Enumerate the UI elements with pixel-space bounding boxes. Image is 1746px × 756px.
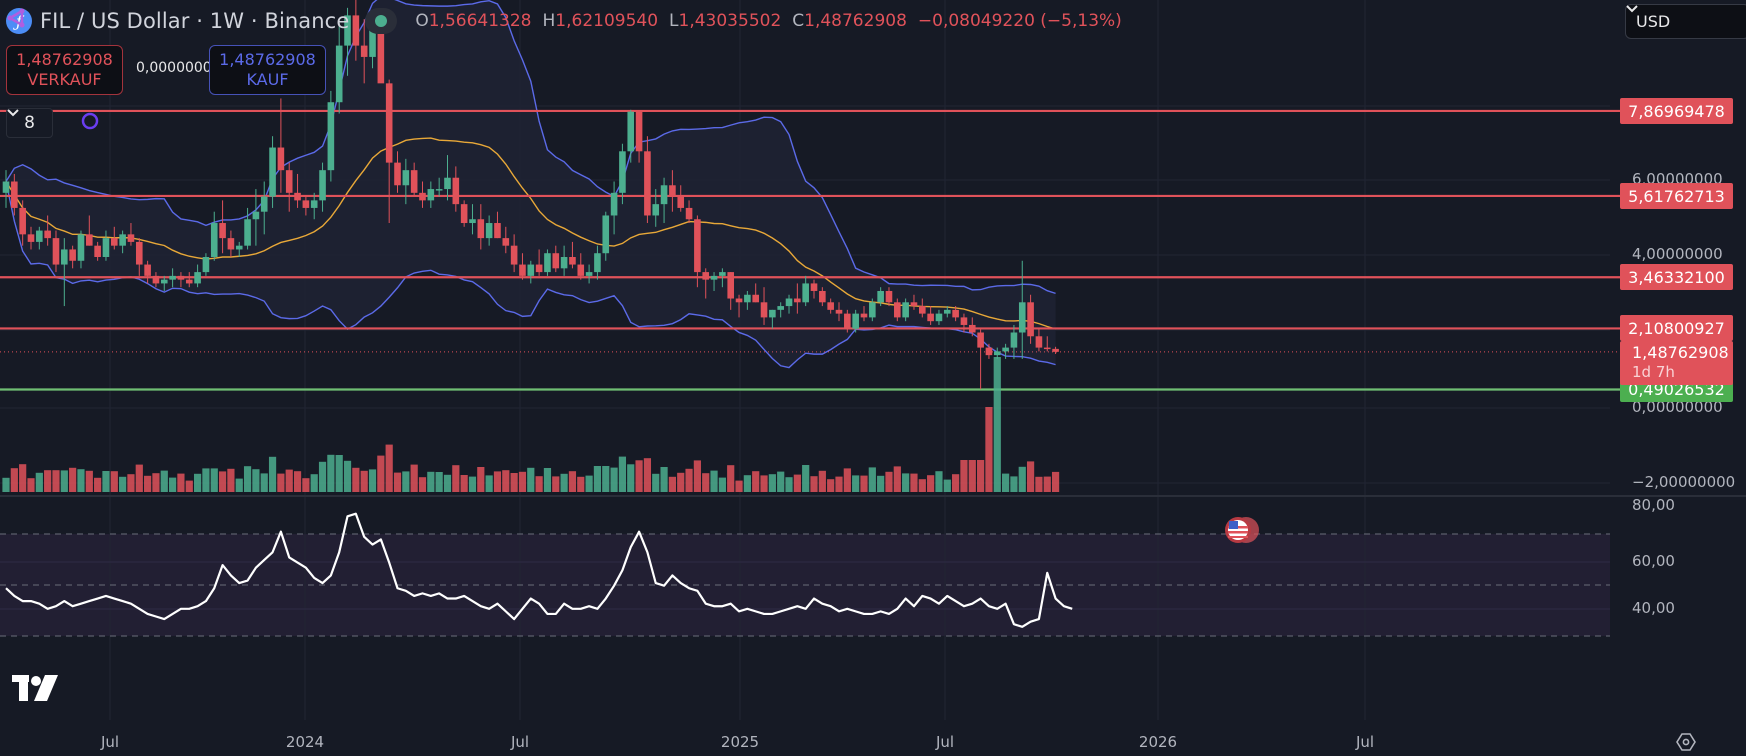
time-tick-label: Jul: [1355, 733, 1375, 751]
buy-button[interactable]: 1,48762908 KAUF: [209, 45, 326, 95]
buy-label: KAUF: [246, 70, 289, 89]
rsi-line: [5, 512, 1073, 628]
change-value: −0,08049220 (−5,13%): [917, 11, 1122, 31]
indicators-toggle-button[interactable]: 8: [6, 108, 53, 138]
indicator-marker-icon: [81, 112, 99, 130]
chevron-down-icon: [1626, 5, 1638, 13]
low-label: L: [669, 11, 679, 31]
close-label: C: [792, 11, 805, 31]
chevron-down-icon: [7, 109, 19, 117]
price-tick-label: −2,00000000: [1632, 473, 1736, 491]
current-price: 1,48762908: [1632, 343, 1729, 362]
rsi-tick-label: 40,00: [1632, 599, 1675, 617]
level-price-tag: 7,86969478: [1620, 98, 1733, 124]
bar-countdown: 1d 7h: [1632, 363, 1675, 381]
rsi-tick-label: 60,00: [1632, 552, 1675, 570]
level-price-tag: 3,46332100: [1620, 264, 1733, 290]
sell-button[interactable]: 1,48762908 VERKAUF: [6, 45, 123, 95]
current-price-tag: 1,48762908 1d 7h: [1620, 341, 1733, 385]
data-provider-icon: [7, 8, 25, 28]
rsi-tick-label: 80,00: [1632, 496, 1675, 514]
level-price-tag: 5,61762713: [1620, 183, 1733, 209]
spread-value: 0,00000000: [136, 60, 221, 76]
market-status-pill[interactable]: [7, 8, 398, 34]
symbol-header: ƒ FIL / US Dollar · 1W · Binance O1,5664…: [6, 8, 1122, 34]
time-tick-label: Jul: [100, 733, 120, 751]
high-label: H: [542, 11, 556, 31]
currency-value: USD: [1636, 12, 1671, 31]
sell-label: VERKAUF: [27, 70, 102, 89]
low-value: 1,43035502: [678, 11, 782, 31]
open-value: 1,56641328: [428, 11, 532, 31]
ohlc-values: O1,56641328 H1,62109540 L1,43035502 C1,4…: [415, 11, 1121, 31]
high-value: 1,62109540: [555, 11, 659, 31]
time-tick-label: Jul: [510, 733, 530, 751]
buy-price: 1,48762908: [219, 50, 316, 69]
volume-bars: [2, 357, 1060, 492]
time-tick-label: 2024: [285, 733, 325, 751]
sell-price: 1,48762908: [16, 50, 113, 69]
tradingview-logo-icon[interactable]: [12, 673, 58, 703]
open-label: O: [415, 11, 429, 31]
close-value: 1,48762908: [804, 11, 907, 31]
horizontal-levels: [0, 109, 1620, 391]
symbol-title[interactable]: FIL / US Dollar · 1W · Binance: [40, 9, 350, 33]
market-open-dot-icon: [375, 15, 388, 27]
time-tick-label: 2026: [1138, 733, 1178, 751]
event-flag-icon: [1225, 517, 1259, 543]
time-tick-label: 2025: [720, 733, 760, 751]
currency-select[interactable]: USD: [1625, 4, 1746, 39]
candlesticks: [2, 0, 1059, 390]
chart-settings-icon[interactable]: [1676, 732, 1696, 752]
indicator-count: 8: [24, 113, 35, 133]
time-tick-label: Jul: [935, 733, 955, 751]
price-tick-label: 0,00000000: [1632, 398, 1723, 416]
level-price-tag: 2,10800927: [1620, 315, 1733, 341]
price-tick-label: 4,00000000: [1632, 245, 1723, 263]
